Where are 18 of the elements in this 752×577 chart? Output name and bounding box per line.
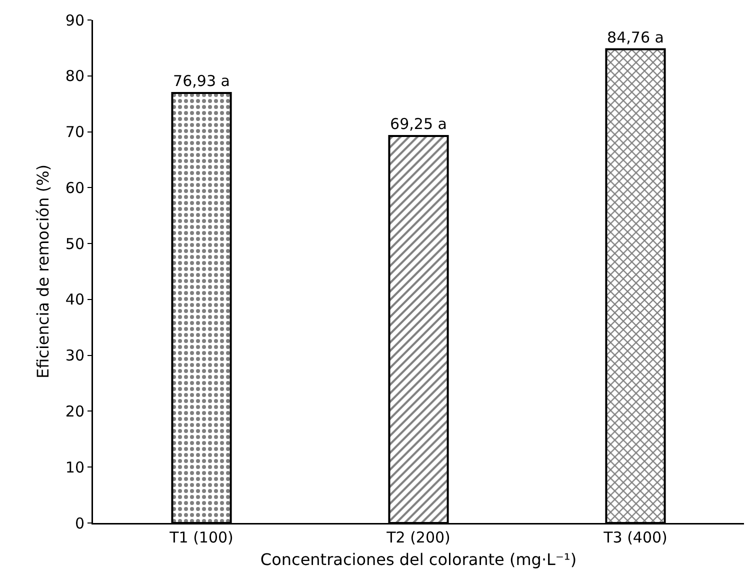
y-tick-label: 10 <box>65 458 84 476</box>
x-axis-title: Concentraciones del colorante (mg·L⁻¹) <box>260 550 577 569</box>
y-tick-label: 70 <box>65 123 84 142</box>
y-axis-title: Eficiencia de remoción (%) <box>34 164 53 379</box>
y-tick-label: 40 <box>65 290 84 309</box>
y-tick-label: 30 <box>65 346 84 365</box>
x-tick-label: T2 (200) <box>386 528 450 546</box>
y-tick-label: 20 <box>65 402 84 420</box>
data-label: 69,25 a <box>390 114 447 133</box>
data-label: 76,93 a <box>173 72 230 90</box>
y-tick-label: 90 <box>65 11 84 30</box>
data-label: 84,76 a <box>607 28 664 46</box>
y-tick-label: 0 <box>74 514 84 532</box>
y-tick-label: 50 <box>65 234 84 253</box>
y-tick-label: 80 <box>65 67 84 86</box>
x-tick-label: T1 (100) <box>168 528 234 546</box>
x-tick-label: T3 (400) <box>602 528 668 546</box>
y-tick-label: 60 <box>65 178 84 197</box>
